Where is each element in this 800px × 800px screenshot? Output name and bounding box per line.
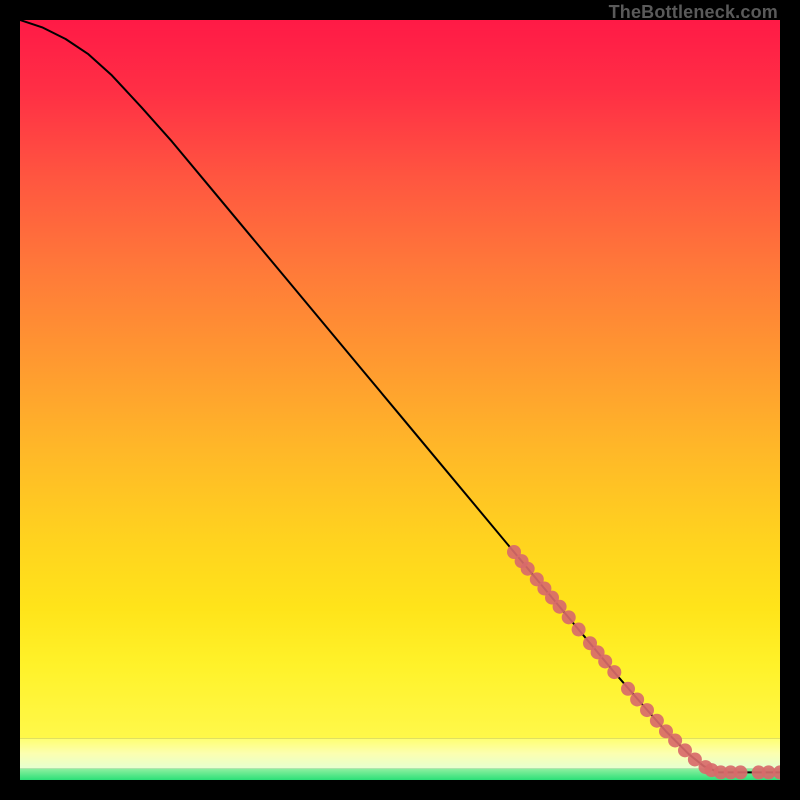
scatter-point <box>598 654 612 668</box>
scatter-point <box>668 733 682 747</box>
scatter-point <box>521 562 535 576</box>
chart-svg <box>20 20 780 780</box>
gradient-background <box>20 20 780 780</box>
chart-plot-area <box>20 20 780 780</box>
scatter-point <box>640 703 654 717</box>
scatter-point <box>553 600 567 614</box>
scatter-point <box>572 623 586 637</box>
scatter-point <box>621 682 635 696</box>
scatter-point <box>562 610 576 624</box>
scatter-point <box>650 714 664 728</box>
scatter-point <box>630 692 644 706</box>
scatter-point <box>607 665 621 679</box>
scatter-point <box>733 765 747 779</box>
